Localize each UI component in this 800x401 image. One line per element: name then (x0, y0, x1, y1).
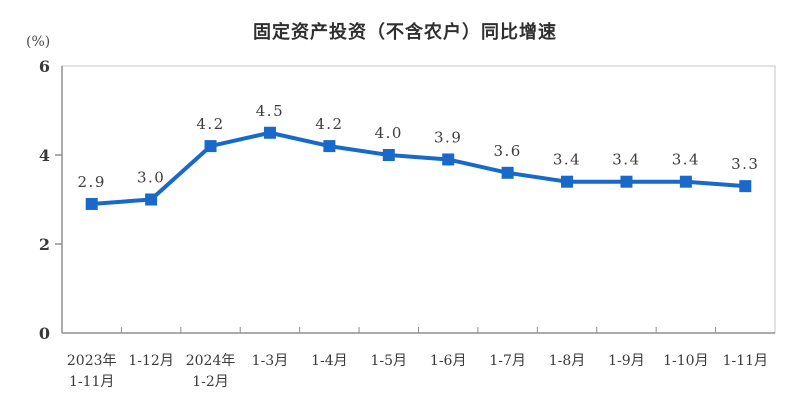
data-point-marker (679, 175, 692, 188)
x-tick-label: 1-8月 (549, 353, 586, 369)
chart-title: 固定资产投资（不含农户）同比增速 (253, 22, 557, 42)
data-point-marker (263, 126, 276, 139)
x-tick-label: 1-9月 (608, 353, 645, 369)
data-point-marker (145, 193, 158, 206)
data-point-marker (442, 153, 455, 166)
data-point-label: 4.5 (256, 102, 284, 120)
x-tick-label: 1-5月 (371, 353, 408, 369)
x-tick-label: 1-3月 (252, 353, 289, 369)
x-tick-label: 1-2月 (192, 374, 229, 390)
data-point-label: 3.4 (612, 151, 640, 169)
y-tick-label: 6 (39, 57, 50, 76)
data-point-label: 3.4 (672, 151, 700, 169)
x-tick-label: 1-4月 (311, 353, 348, 369)
data-point-marker (323, 140, 336, 153)
data-point-label: 3.9 (434, 128, 462, 146)
data-point-label: 3.6 (493, 142, 521, 160)
data-point-label: 2.9 (78, 173, 106, 191)
data-point-label: 4.0 (375, 124, 403, 142)
y-axis-unit-label: (%) (26, 34, 51, 50)
x-tick-label: 1-11月 (69, 374, 114, 390)
data-point-marker (739, 180, 752, 193)
y-tick-label: 4 (39, 146, 50, 165)
data-point-label: 3.3 (731, 155, 759, 173)
data-point-label: 3.0 (137, 169, 165, 187)
data-point-marker (204, 140, 217, 153)
data-point-marker (561, 175, 574, 188)
y-tick-label: 2 (39, 235, 50, 254)
trend-line (89, 130, 748, 206)
data-point-marker (501, 166, 514, 179)
data-point-marker (382, 149, 395, 161)
x-tick-label: 2024年 (186, 353, 236, 369)
data-point-marker (620, 175, 633, 188)
data-point-label: 3.4 (553, 151, 581, 169)
x-tick-label: 2023年 (67, 353, 117, 369)
data-point-marker (85, 197, 98, 210)
y-tick-label: 0 (39, 324, 50, 343)
x-tick-label: 1-10月 (663, 353, 708, 369)
x-tick-label: 1-11月 (723, 353, 768, 369)
x-tick-label: 1-12月 (128, 353, 173, 369)
plot-border (61, 65, 776, 334)
data-point-label: 4.2 (196, 115, 224, 133)
data-point-label: 4.2 (315, 115, 343, 133)
x-tick-label: 1-6月 (430, 353, 467, 369)
x-tick-label: 1-7月 (489, 353, 526, 369)
